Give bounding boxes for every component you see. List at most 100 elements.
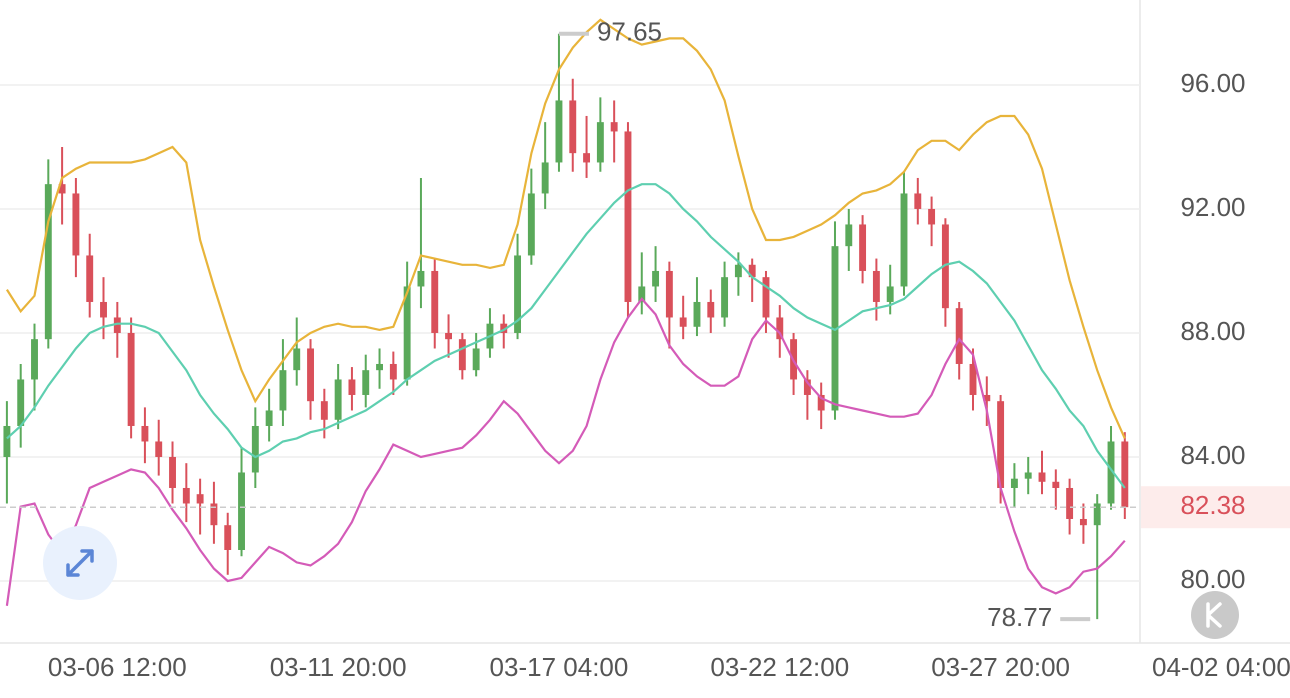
candle-body xyxy=(1107,441,1115,504)
candle-body xyxy=(941,224,949,309)
plot-layer: 80.00 84.00 88.00 92.00 96.00 03-06 12:00 03-1… xyxy=(0,17,1290,682)
candle-body xyxy=(403,286,411,380)
candle-body xyxy=(307,348,314,402)
candle-body xyxy=(527,193,535,256)
band-line xyxy=(5,18,1126,439)
candle-body xyxy=(693,301,701,327)
candle-body xyxy=(458,339,466,371)
candle-body xyxy=(776,317,784,340)
candle-body xyxy=(665,270,673,318)
candle-body xyxy=(859,224,867,271)
candle-body xyxy=(928,208,936,225)
candle-body xyxy=(500,323,508,333)
candle-body xyxy=(748,264,756,278)
candle-body xyxy=(652,270,660,287)
candle-body xyxy=(155,441,163,457)
x-tick-label: 03-11 20:00 xyxy=(270,652,407,682)
candle-body xyxy=(44,184,52,340)
candle-body xyxy=(1010,478,1018,488)
candle-body xyxy=(721,277,729,318)
candle-body xyxy=(417,270,425,287)
candle-body xyxy=(1121,441,1129,508)
candle-body xyxy=(251,425,259,473)
candle-body xyxy=(238,472,245,550)
y-tick-label: 84.00 xyxy=(1180,440,1245,470)
candle-body xyxy=(472,348,480,371)
candle-body xyxy=(210,503,218,526)
candle-body xyxy=(362,370,370,395)
candle-body xyxy=(279,370,287,411)
candle-body xyxy=(514,255,522,333)
candle-body xyxy=(100,301,107,318)
candle-body xyxy=(72,193,80,256)
candle-body xyxy=(679,317,687,327)
candle-body xyxy=(845,224,853,247)
x-tick-label: 03-06 12:00 xyxy=(48,652,187,682)
candle-body xyxy=(803,379,811,395)
candle-body xyxy=(127,332,135,426)
x-tick-label: 03-22 12:00 xyxy=(710,652,849,682)
kline-button[interactable] xyxy=(1191,591,1239,639)
candle-body xyxy=(334,379,342,420)
candle-body xyxy=(817,394,825,411)
candle-body xyxy=(831,246,839,411)
expand-button[interactable] xyxy=(43,526,117,600)
y-tick-label: 80.00 xyxy=(1180,564,1245,594)
y-tick-label: 96.00 xyxy=(1180,68,1245,98)
candle-body xyxy=(3,425,11,457)
candle-body xyxy=(376,363,383,371)
band-line xyxy=(6,183,1126,489)
candle-body xyxy=(169,456,176,488)
last-price-label: 82.38 xyxy=(1180,490,1245,520)
candle-body xyxy=(182,487,190,504)
candle-body xyxy=(734,264,742,278)
candle-body xyxy=(389,363,397,380)
candle-body xyxy=(983,394,991,402)
candle-body xyxy=(624,131,632,302)
candle-body xyxy=(638,286,646,302)
candle-body xyxy=(997,401,1005,488)
low-label: 78.77 xyxy=(987,602,1052,632)
candle-body xyxy=(914,193,922,209)
candle-body xyxy=(583,153,591,163)
x-tick-label: 03-27 20:00 xyxy=(931,652,1070,682)
candle-body xyxy=(431,270,439,333)
candle-body xyxy=(31,339,38,380)
candle-body xyxy=(610,122,618,132)
candle-body xyxy=(293,348,301,371)
band-line xyxy=(5,297,1126,606)
candle-body xyxy=(872,270,880,302)
candle-body xyxy=(86,255,94,302)
high-label: 97.65 xyxy=(597,17,662,47)
x-tick-label: 03-17 04:00 xyxy=(490,652,629,682)
candle-body xyxy=(955,308,963,364)
candle-body xyxy=(596,122,604,163)
candle-body xyxy=(555,100,563,163)
candle-body xyxy=(445,332,452,340)
candle-body xyxy=(1066,487,1074,519)
candle-body xyxy=(320,401,328,420)
candle-body xyxy=(1024,472,1032,479)
candle-body xyxy=(707,301,715,318)
candle-body xyxy=(762,277,770,318)
candle-body xyxy=(348,379,356,395)
y-tick-label: 92.00 xyxy=(1180,192,1245,222)
candle-body xyxy=(886,286,894,302)
candle-body xyxy=(900,193,908,287)
candle-body xyxy=(1052,481,1060,488)
candle-body xyxy=(58,184,66,194)
candle-body xyxy=(224,525,232,550)
candle-body xyxy=(969,363,977,395)
x-tick-label: 04-02 04:00 xyxy=(1152,652,1290,682)
candle-body xyxy=(569,100,577,154)
candle-body xyxy=(1038,472,1046,482)
candle-body xyxy=(196,494,204,504)
candle-body xyxy=(113,317,121,333)
candle-body xyxy=(141,425,149,442)
candle-body xyxy=(17,379,25,426)
candle-body xyxy=(541,162,549,194)
candle-body xyxy=(265,410,273,426)
last-price-tag xyxy=(1141,486,1290,529)
